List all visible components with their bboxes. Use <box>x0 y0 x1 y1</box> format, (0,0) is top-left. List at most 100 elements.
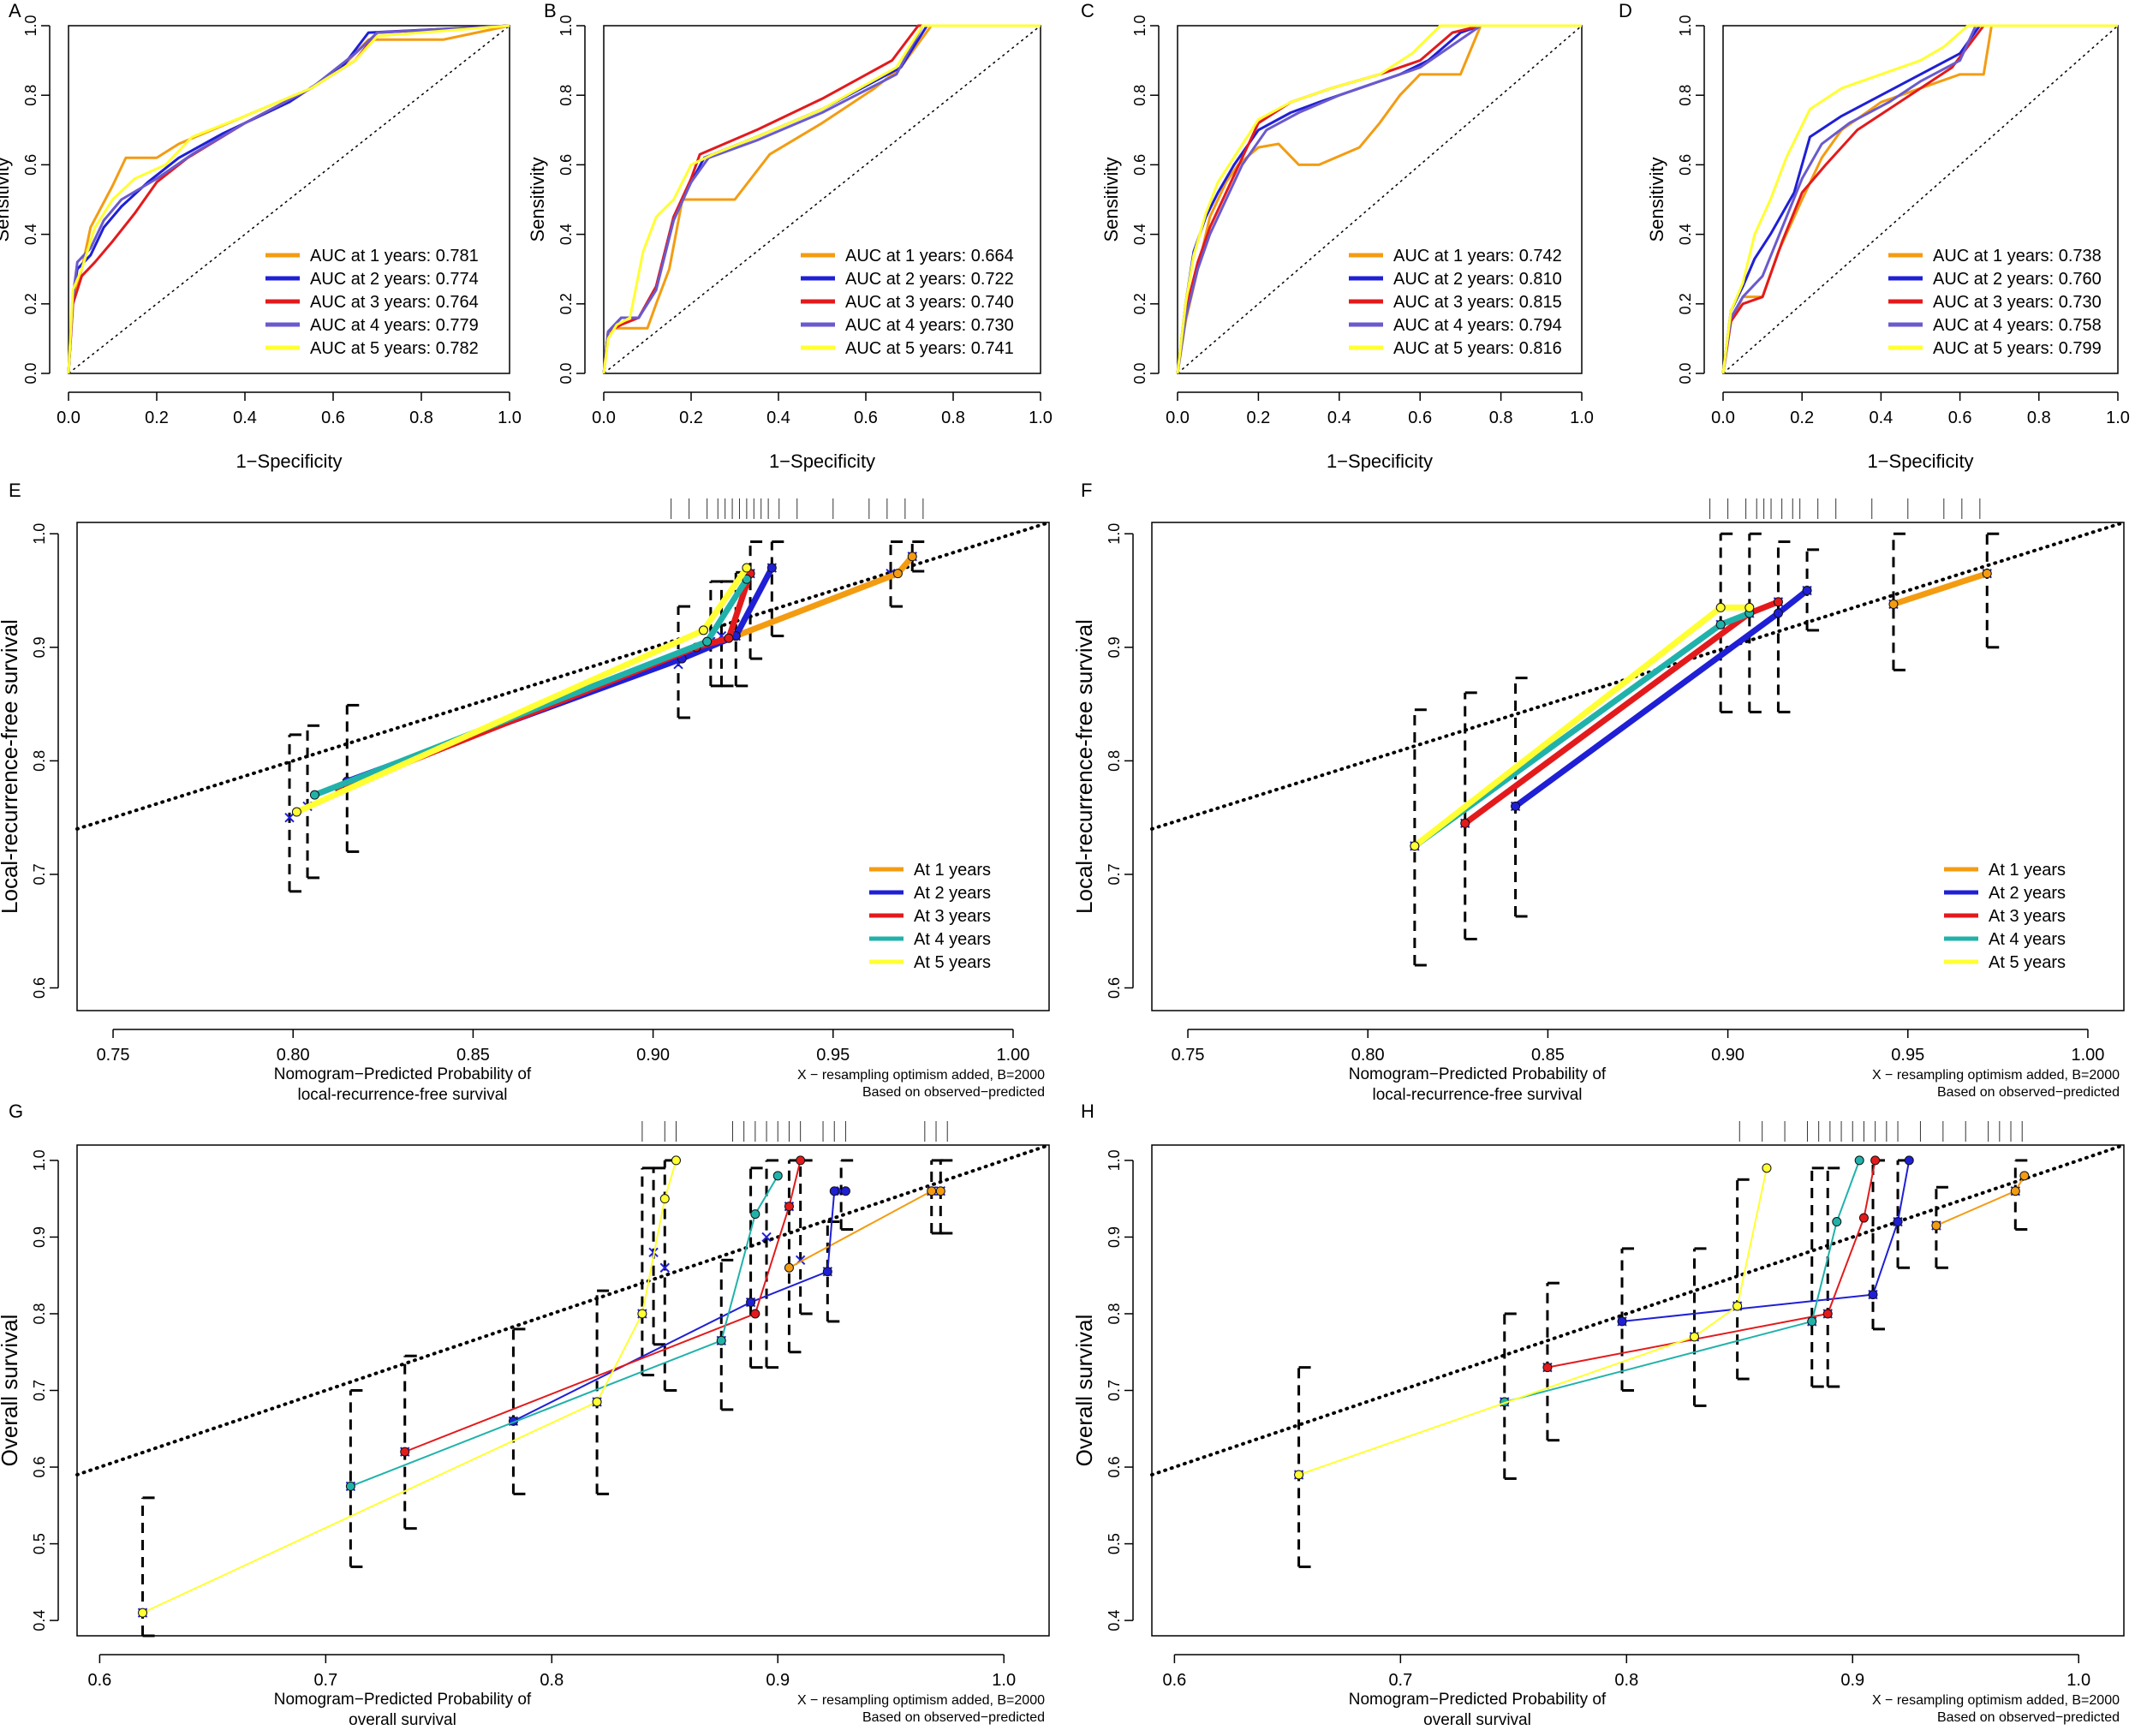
panel-g-series-3-line <box>404 1160 802 1453</box>
panel-h-series-4-point <box>1807 1316 1817 1327</box>
panel-g-series-5-point <box>637 1309 647 1319</box>
panel-e-ideal-line <box>75 521 1051 831</box>
panel-h-ytick-label: 0.4 <box>1106 1610 1123 1632</box>
panel-d-xtick-label: 0.0 <box>1711 409 1735 427</box>
panel-d-ytick-label: 0.8 <box>1677 85 1694 106</box>
panel-d-xtick-label: 1.0 <box>2106 409 2130 427</box>
panel-e-ytick-label: 0.9 <box>31 636 48 658</box>
panel-f-xtick-label: 0.90 <box>1711 1046 1744 1065</box>
panel-g-xtick-label: 0.7 <box>313 1671 337 1690</box>
panel-c-xtick-label: 1.0 <box>1570 409 1594 427</box>
panel-c-series-4-line <box>1176 24 1582 374</box>
panel-h-ytick-label: 0.8 <box>1106 1303 1123 1324</box>
panel-h-series-3-point <box>1870 1155 1881 1166</box>
panel-c-xtick-label: 0.8 <box>1489 409 1513 427</box>
panel-c-series-3-line <box>1176 24 1582 374</box>
panel-g-series-3-point <box>750 1309 760 1319</box>
panel-b-ytick-label: 0.6 <box>558 154 575 176</box>
panel-f-legend-label-3: At 3 years <box>1989 907 2066 926</box>
panel-h-ylabel: Overall survival <box>1071 1315 1097 1467</box>
panel-h-series-1-point <box>2010 1186 2020 1196</box>
panel-a-xtick-label: 0.8 <box>409 409 433 427</box>
panel-g-series-5-point <box>671 1155 681 1166</box>
panel-g-series-4-point <box>772 1171 783 1181</box>
panel-h-series-4-point <box>1832 1217 1842 1227</box>
panel-f-series-1-point <box>1982 569 1992 579</box>
panel-b-series-1-line <box>602 24 1041 374</box>
panel-a-ylabel: Sensitivity <box>0 157 13 242</box>
panel-f-legend-label-4: At 4 years <box>1989 930 2066 949</box>
panel-f-xtick-label: 0.95 <box>1891 1046 1924 1065</box>
panel-c-ytick-label: 0.4 <box>1131 224 1148 245</box>
panel-d-legend-label-3: AUC at 3 years: 0.730 <box>1933 293 2102 312</box>
panel-e-xtick-label: 0.95 <box>816 1046 850 1065</box>
panel-e: E 0.75 0.80 0.85 0.90 0.95 1.00 0.6 0.7 0.8 0.9 1.0… <box>0 480 1051 1104</box>
panel-f-ytick-label: 1.0 <box>1106 523 1123 545</box>
panel-g-series-2-point <box>822 1267 832 1277</box>
panel-e-note-observed: Based on observed−predicted <box>862 1085 1045 1100</box>
panel-e-note-resampling: X − resampling optimism added, B=2000 <box>797 1068 1045 1083</box>
panel-c-ytick-label: 0.6 <box>1131 154 1148 176</box>
panel-h-series-5-point <box>1689 1332 1699 1342</box>
panel-b-legend-label-2: AUC at 2 years: 0.722 <box>845 270 1014 289</box>
panel-d-ytick-label: 0.6 <box>1677 154 1694 176</box>
panel-h-series-5-point <box>1732 1301 1743 1311</box>
panel-g-series-5-point <box>659 1194 670 1204</box>
panel-f-ylabel: Local-recurrence-free survival <box>1071 619 1097 914</box>
panel-h-xtick-label: 1.0 <box>2066 1671 2090 1690</box>
panel-h-series-3-line <box>1547 1160 1876 1369</box>
panel-d-series-2-line <box>1721 24 2118 374</box>
panel-e-legend-label-3: At 3 years <box>914 907 991 926</box>
panel-g-series-5-point <box>592 1397 602 1407</box>
panel-d-legend-label-2: AUC at 2 years: 0.760 <box>1933 270 2102 289</box>
panel-a-ytick-label: 0.4 <box>22 224 39 245</box>
panel-e-series-4-point <box>702 636 713 647</box>
panel-b-ytick-label: 1.0 <box>558 15 575 36</box>
panel-b-xtick-label: 0.4 <box>766 409 790 427</box>
panel-f-ytick-label: 0.9 <box>1106 636 1123 658</box>
panel-g-series-4-point <box>750 1209 760 1220</box>
panel-h-xtick-label: 0.7 <box>1388 1671 1412 1690</box>
panel-c-legend-label-4: AUC at 4 years: 0.794 <box>1393 316 1562 335</box>
panel-f-ideal-line <box>1150 521 2126 831</box>
panel-e-frame <box>76 522 1050 1011</box>
panel-b-ytick-label: 0.8 <box>558 85 575 106</box>
panel-b-series-4-line <box>602 24 1041 374</box>
panel-a: A 0.0 0.2 0.4 0.6 0.8 1.0 0.0 0.2 0.4 0.6 0.8 1.0 Sen… <box>0 0 522 472</box>
panel-g-series-2-point <box>829 1186 839 1196</box>
panel-a-xtick-label: 0.0 <box>57 409 81 427</box>
panel-g-series-1-point <box>784 1262 794 1273</box>
panel-h-series-4-point <box>1854 1155 1864 1166</box>
panel-h-ytick-label: 0.9 <box>1106 1226 1123 1248</box>
panel-g-ideal-line <box>75 1143 1051 1476</box>
panel-h-series-1-line <box>1935 1175 2025 1226</box>
panel-g-series-3-point <box>796 1155 806 1166</box>
panel-e-xtick-label: 0.75 <box>97 1046 130 1065</box>
panel-g-xtick-label: 1.0 <box>992 1671 1016 1690</box>
panel-h-xtick-label: 0.8 <box>1614 1671 1638 1690</box>
panel-f: F 0.75 0.80 0.85 0.90 0.95 1.00 0.6 0.7 0.8 0.9 1.0… <box>1071 480 2126 1104</box>
panel-d-legend-label-4: AUC at 4 years: 0.758 <box>1933 316 2102 335</box>
panel-g-note-observed: Based on observed−predicted <box>862 1710 1045 1725</box>
panel-e-ytick-label: 0.7 <box>31 863 48 885</box>
panel-h-series-2-point <box>1893 1217 1903 1227</box>
panel-c-legend-label-5: AUC at 5 years: 0.816 <box>1393 339 1562 358</box>
panel-g-ytick-label: 0.9 <box>31 1226 48 1248</box>
panel-e-series-2-point <box>766 563 777 573</box>
panel-f-xlabel-line2: local-recurrence-free survival <box>1373 1086 1583 1104</box>
panel-b-letter: B <box>544 0 557 21</box>
panel-f-xtick-label: 0.80 <box>1351 1046 1385 1065</box>
panel-d-ytick-label: 1.0 <box>1677 15 1694 36</box>
panel-b-series-5-line <box>602 24 1041 374</box>
panel-c-xtick-label: 0.2 <box>1246 409 1270 427</box>
panel-f-frame <box>1151 522 2125 1011</box>
panel-d-xtick-label: 0.4 <box>1869 409 1893 427</box>
panel-f-series-1-line <box>1892 570 1989 607</box>
panel-f-xtick-label: 1.00 <box>2071 1046 2104 1065</box>
panel-e-series-4-line <box>313 577 749 798</box>
panel-f-xtick-label: 0.85 <box>1531 1046 1565 1065</box>
panel-f-series-2-point <box>1773 608 1783 618</box>
panel-h-ytick-label: 0.6 <box>1106 1457 1123 1478</box>
panel-g-series-5-point <box>138 1608 148 1618</box>
